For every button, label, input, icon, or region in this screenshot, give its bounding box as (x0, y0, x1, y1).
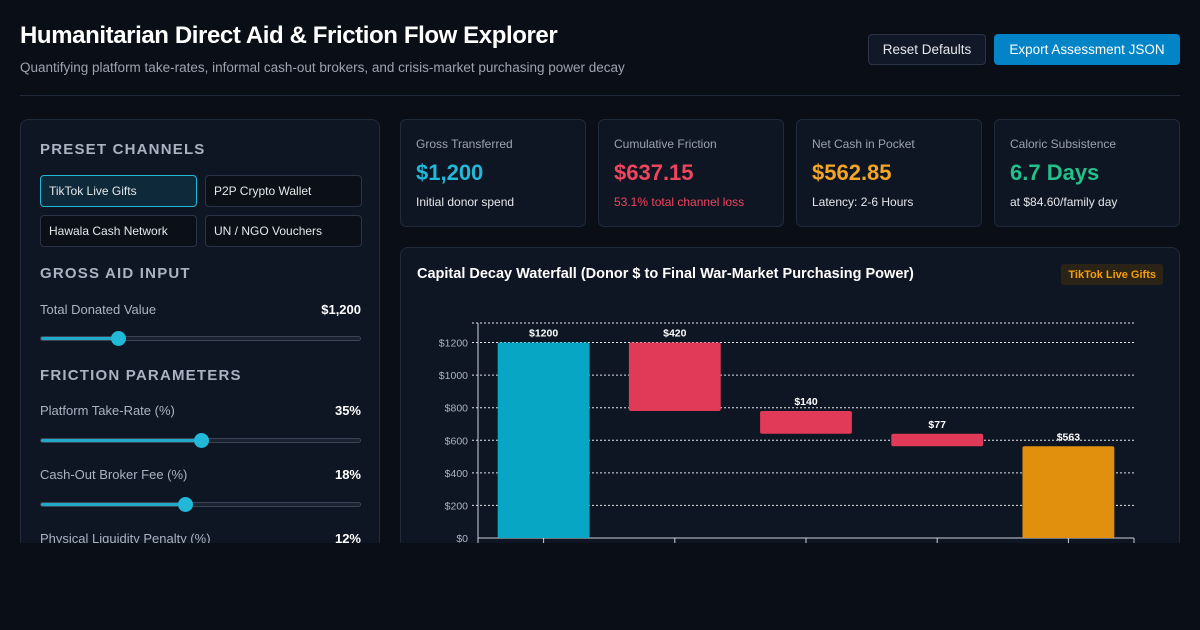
chart-title: Capital Decay Waterfall (Donor $ to Fina… (417, 266, 914, 282)
friction-parameters-heading: FRICTION PARAMETERS (40, 367, 242, 384)
reset-defaults-button[interactable]: Reset Defaults (868, 34, 986, 65)
waterfall-bar (1022, 446, 1115, 538)
kpi-label: Cumulative Friction (614, 137, 717, 151)
preset-un-ngo-vouchers[interactable]: UN / NGO Vouchers (205, 215, 362, 247)
waterfall-bar (628, 342, 721, 411)
y-tick-label: $0 (456, 533, 468, 545)
platform-take-rate-label: Platform Take-Rate (%) (40, 403, 175, 418)
physical-liquidity-penalty-label: Physical Liquidity Penalty (%) (40, 531, 211, 546)
total-donated-label: Total Donated Value (40, 302, 157, 317)
cash-out-broker-fee-label: Cash-Out Broker Fee (%) (40, 467, 188, 482)
y-tick-label: $800 (445, 403, 469, 415)
kpi-value: $637.15 (614, 160, 694, 185)
bar-value-label: $77 (928, 419, 946, 431)
preset-channels-heading: PRESET CHANNELS (40, 141, 206, 158)
channel-badge: TikTok Live Gifts (1061, 264, 1163, 285)
y-tick-label: $400 (445, 468, 469, 480)
kpi-subtext: Initial donor spend (416, 195, 515, 209)
cash-out-broker-fee-value: 18% (334, 467, 361, 482)
y-tick-label: $1000 (439, 370, 468, 382)
slider-fill (41, 337, 118, 340)
viewport-edge (0, 543, 1200, 630)
kpi-subtext: 53.1% total channel loss (614, 195, 745, 209)
y-tick-label: $1200 (439, 338, 468, 350)
slider-thumb[interactable] (177, 497, 193, 512)
preset-hawala-cash-network[interactable]: Hawala Cash Network (40, 215, 197, 247)
waterfall-chart-card: $0 $200 $400 $600 $800 $1000 $1200 $1200 $420 $14… (400, 247, 1180, 577)
kpi-subtext: at $84.60/family day (1010, 195, 1118, 209)
kpi-subtext: Latency: 2-6 Hours (812, 195, 914, 209)
kpi-gross-transferred: Gross Transferred $1,200 Initial donor s… (400, 119, 586, 227)
bar-value-label: $420 (663, 328, 687, 340)
bar-value-label: $140 (794, 396, 818, 408)
platform-take-rate-slider[interactable] (40, 433, 361, 448)
bar-value-label: $563 (1057, 431, 1081, 443)
slider-thumb[interactable] (110, 331, 126, 346)
page-subtitle: Quantifying platform take-rates, informa… (20, 60, 625, 75)
control-panel: PRESET CHANNELS TikTok Live Gifts P2P Cr… (20, 119, 380, 559)
kpi-label: Caloric Subsistence (1010, 137, 1117, 151)
export-json-button[interactable]: Export Assessment JSON (994, 34, 1180, 65)
kpi-net-cash-in-pocket: Net Cash in Pocket $562.85 Latency: 2-6 … (796, 119, 982, 227)
slider-fill (41, 503, 185, 506)
waterfall-bar (497, 342, 590, 538)
kpi-value: $1,200 (416, 160, 484, 185)
kpi-cumulative-friction: Cumulative Friction $637.15 53.1% total … (598, 119, 784, 227)
y-tick-label: $200 (445, 500, 469, 512)
kpi-value: 6.7 Days (1010, 160, 1100, 185)
bar-value-label: $1200 (529, 328, 558, 340)
physical-liquidity-penalty-value: 12% (334, 531, 361, 546)
preset-p2p-crypto-wallet[interactable]: P2P Crypto Wallet (205, 175, 362, 207)
kpi-caloric-subsistence: Caloric Subsistence 6.7 Days at $84.60/f… (994, 119, 1180, 227)
cash-out-broker-fee-slider[interactable] (40, 497, 361, 512)
kpi-label: Net Cash in Pocket (812, 137, 915, 151)
total-donated-value: $1,200 (321, 302, 361, 317)
total-donated-slider[interactable] (40, 331, 361, 346)
platform-take-rate-value: 35% (334, 403, 361, 418)
page-title: Humanitarian Direct Aid & Friction Flow … (20, 22, 558, 49)
kpi-label: Gross Transferred (416, 137, 513, 151)
slider-thumb[interactable] (193, 433, 209, 448)
slider-fill (41, 439, 201, 442)
waterfall-bar (891, 433, 984, 447)
waterfall-bar (760, 410, 852, 434)
y-tick-label: $600 (445, 435, 469, 447)
waterfall-chart: $0 $200 $400 $600 $800 $1000 $1200 $1200 $420 $14… (439, 322, 1135, 545)
gross-aid-heading: GROSS AID INPUT (40, 265, 191, 282)
preset-tiktok-live-gifts[interactable]: TikTok Live Gifts (40, 175, 197, 207)
kpi-value: $562.85 (812, 160, 892, 185)
page-header: Humanitarian Direct Aid & Friction Flow … (20, 0, 1180, 96)
